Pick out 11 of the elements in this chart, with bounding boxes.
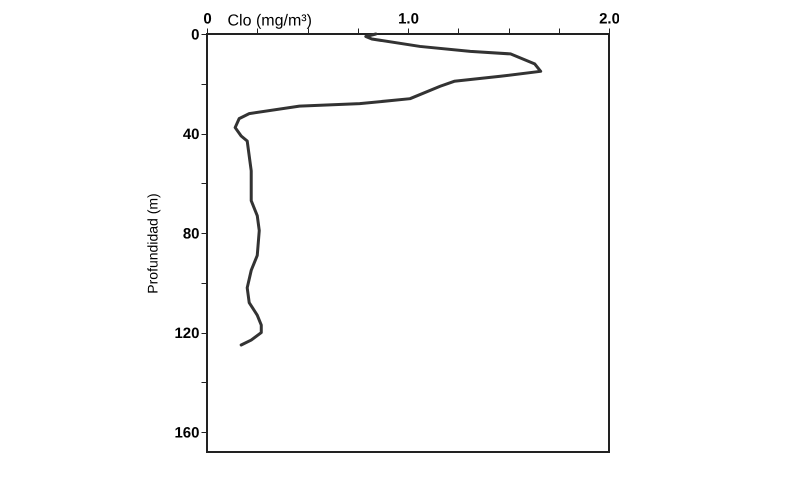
y-tick-label: 40	[182, 126, 200, 144]
x-tick-label: 0	[203, 10, 212, 28]
y-tick-label: 0	[191, 26, 200, 44]
x-tick-label: 2.0	[599, 10, 620, 28]
x-axis-title: Clo (mg/m³)	[228, 12, 312, 30]
y-tick-label: 160	[174, 424, 200, 442]
line-series	[234, 32, 542, 347]
y-tick-label: 80	[182, 226, 200, 243]
x-tick-label: 1.0	[398, 10, 419, 28]
y-axis-title: Profundidad (m)	[144, 193, 160, 294]
y-tick-label: 120	[174, 325, 200, 342]
